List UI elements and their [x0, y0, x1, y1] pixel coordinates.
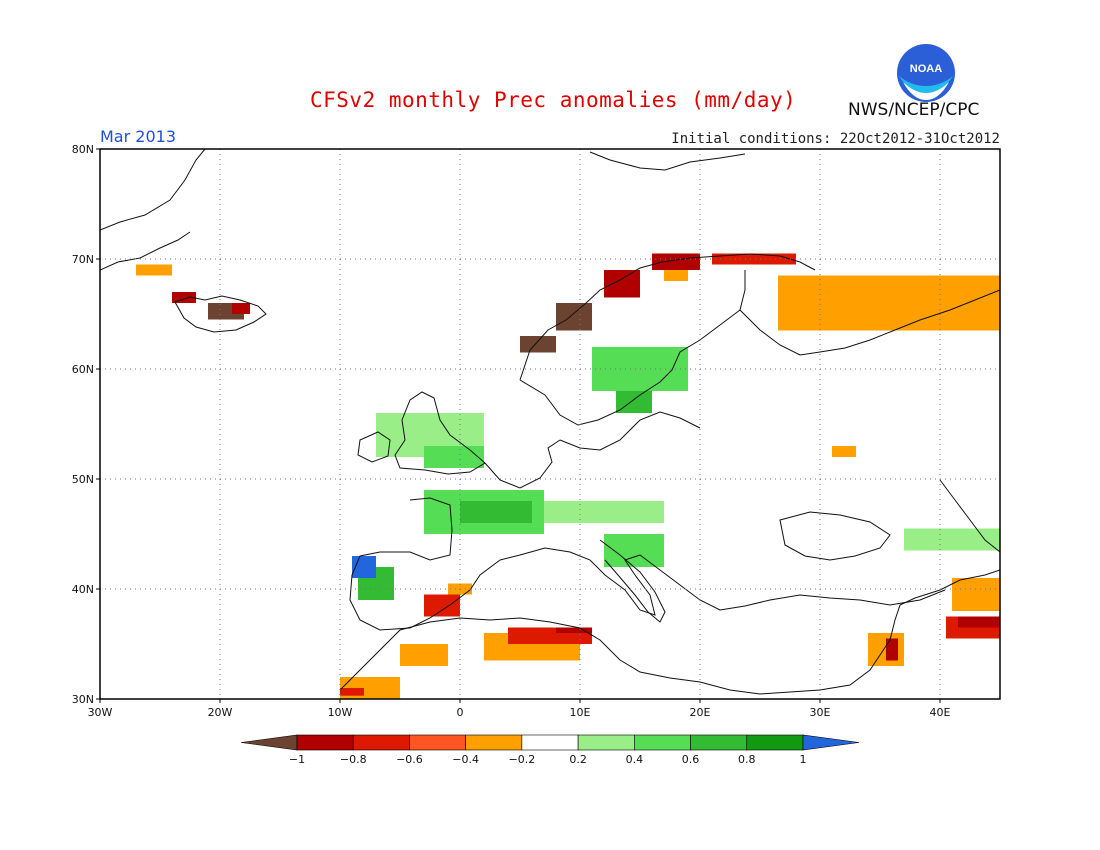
- coast-north-africa: [339, 617, 891, 695]
- colorbar-label: 0.8: [738, 753, 756, 766]
- anomaly-patch: [952, 578, 1000, 611]
- anomaly-patch: [172, 292, 196, 303]
- noaa-logo-icon: NOAA: [897, 44, 955, 102]
- anomaly-patch: [424, 446, 484, 468]
- anomaly-patch: [424, 594, 460, 617]
- coast-scandinavia: [519, 253, 816, 426]
- colorbar-legend: −1 −0.8 −0.6 −0.4 −0.2 0.2 0.4 0.6 0.8 1: [240, 734, 860, 766]
- anomaly-patch: [886, 638, 898, 661]
- coast-western-europe: [349, 439, 561, 631]
- lon-label: 10W: [328, 706, 353, 719]
- lon-label: 20W: [208, 706, 233, 719]
- colorbar-label: −0.2: [509, 753, 536, 766]
- agency-label: NWS/NCEP/CPC: [848, 100, 980, 120]
- colorbar-swatch: [690, 734, 748, 751]
- lat-label: 50N: [72, 473, 94, 486]
- colorbar-swatch: [634, 734, 691, 751]
- anomaly-patch: [136, 264, 172, 276]
- lat-label: 40N: [72, 583, 94, 596]
- coast-black-sea: [779, 511, 891, 561]
- lat-label: 60N: [72, 363, 94, 376]
- anomaly-patch: [520, 336, 556, 353]
- anomaly-patch: [604, 534, 664, 567]
- map-grid: [100, 149, 1000, 699]
- colorbar-label: −1: [289, 753, 305, 766]
- coast-levant: [889, 569, 1000, 641]
- anomaly-patch: [556, 303, 592, 331]
- anomaly-patch: [904, 528, 1000, 551]
- lat-label: 70N: [72, 253, 94, 266]
- forecast-month: Mar 2013: [100, 127, 176, 146]
- coast-finland-russia: [739, 289, 1000, 356]
- anomaly-patch: [778, 275, 1000, 331]
- anomaly-patch: [232, 303, 250, 314]
- coast-britain: [394, 391, 486, 475]
- colorbar-swatch: [352, 734, 410, 751]
- anomaly-patch: [556, 627, 592, 633]
- colorbar-swatch: [521, 734, 579, 751]
- coast-baltic: [559, 411, 701, 451]
- anomaly-patch: [604, 270, 640, 298]
- lat-label: 30N: [72, 693, 94, 706]
- plot-frame: [99, 148, 1001, 700]
- colorbar-label: 0.4: [626, 753, 644, 766]
- anomaly-patch: [340, 688, 364, 696]
- coastlines: [100, 149, 1000, 695]
- colorbar-label: 1: [800, 753, 807, 766]
- colorbar-label: 0.6: [682, 753, 700, 766]
- coast-mediterranean: [499, 547, 946, 616]
- anomaly-patch: [400, 644, 448, 666]
- lon-label: 30E: [810, 706, 831, 719]
- colorbar-high-arrow: [802, 734, 860, 751]
- anomaly-patch: [460, 501, 532, 523]
- coast-ireland: [357, 431, 391, 463]
- lat-label: 80N: [72, 143, 94, 156]
- colorbar-label: −0.8: [340, 753, 367, 766]
- lon-label: 0: [457, 706, 464, 719]
- colorbar-low-arrow: [240, 734, 298, 751]
- colorbar-swatch: [746, 734, 804, 751]
- anomaly-patch: [832, 446, 856, 457]
- coast-greenland: [100, 149, 206, 271]
- lon-label: 10E: [570, 706, 591, 719]
- anomaly-patch: [664, 270, 688, 281]
- coast-iceland: [174, 295, 267, 333]
- anomaly-cells: [136, 253, 1000, 699]
- coast-italy: [599, 539, 666, 623]
- anomaly-patch: [616, 391, 652, 413]
- logo-text: NOAA: [910, 63, 942, 75]
- lon-label: 20E: [690, 706, 711, 719]
- anomaly-patch: [544, 501, 664, 523]
- map-title: CFSv2 monthly Prec anomalies (mm/day): [310, 88, 797, 112]
- colorbar-swatch: [465, 734, 523, 751]
- coast-caspian: [939, 479, 1000, 553]
- colorbar-label: −0.4: [452, 753, 479, 766]
- anomaly-patch: [958, 616, 1000, 628]
- colorbar-swatch: [577, 734, 635, 751]
- lon-label: 30W: [88, 706, 113, 719]
- colorbar-swatch: [296, 734, 354, 751]
- colorbar-label: −0.6: [396, 753, 423, 766]
- initial-conditions: Initial conditions: 22Oct2012-31Oct2012: [671, 131, 1000, 147]
- anomaly-patch: [712, 253, 796, 265]
- lon-label: 40E: [930, 706, 951, 719]
- coast-svalbard: [589, 151, 746, 171]
- colorbar-swatch: [409, 734, 466, 751]
- anomaly-patch: [652, 253, 700, 270]
- colorbar-label: 0.2: [569, 753, 587, 766]
